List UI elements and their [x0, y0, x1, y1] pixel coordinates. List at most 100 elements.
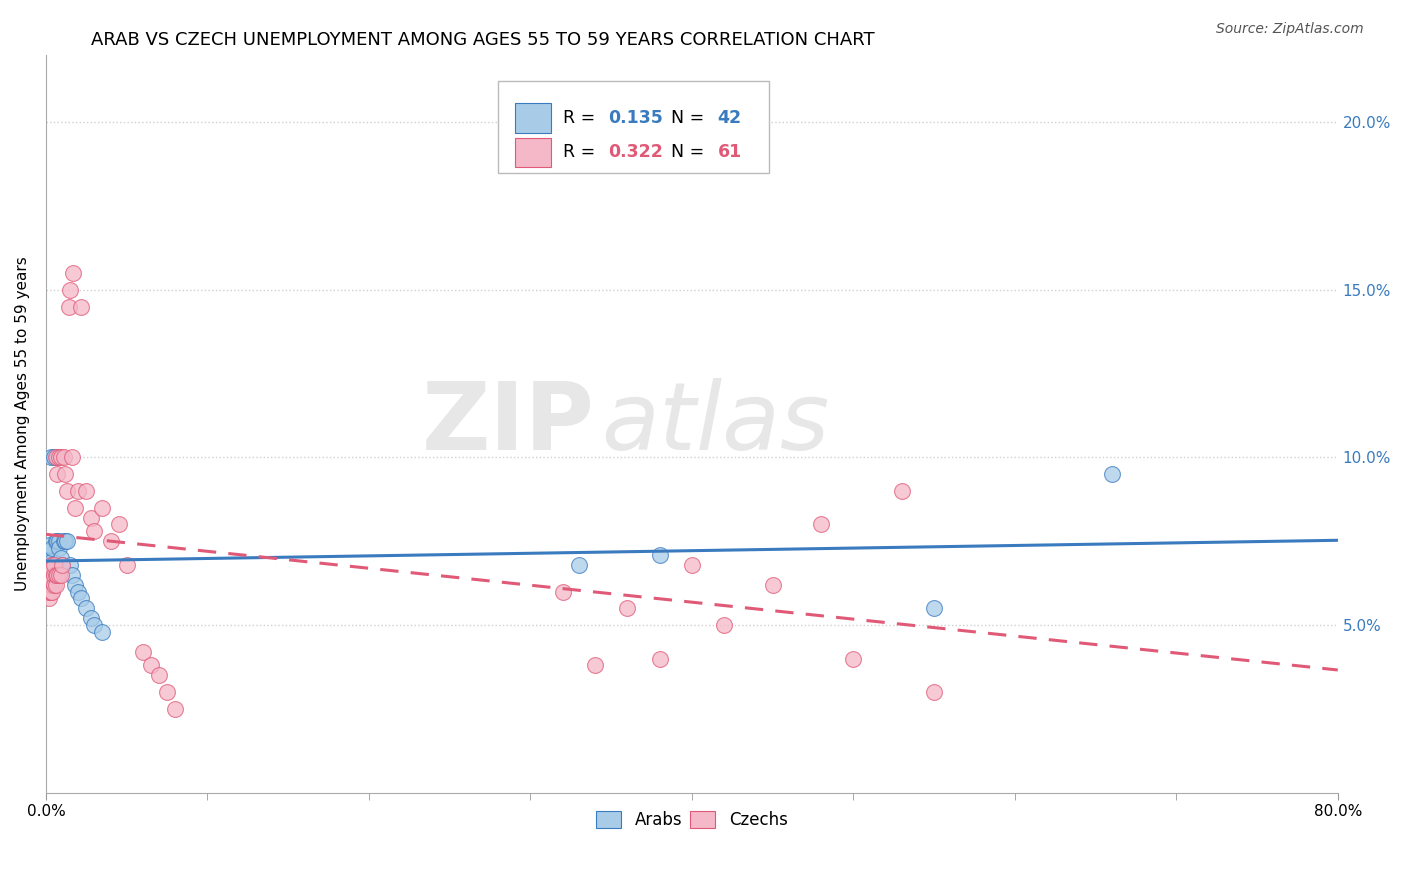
Point: [52, 450, 75, 465]
Point: [67, 584, 90, 599]
Point: [49, 450, 72, 465]
Point: [53, 467, 76, 482]
Point: [38, 578, 60, 592]
Point: [41, 541, 63, 555]
Point: [45, 450, 67, 465]
Point: [45, 534, 67, 549]
Point: [810, 517, 832, 532]
Point: [49, 567, 72, 582]
Point: [37, 544, 59, 558]
Point: [41, 561, 63, 575]
Point: [616, 601, 638, 615]
Point: [42, 558, 65, 572]
Point: [115, 558, 138, 572]
Point: [41, 574, 63, 589]
Point: [75, 601, 97, 615]
Point: [922, 685, 945, 699]
Point: [41, 567, 63, 582]
Point: [91, 500, 114, 515]
Point: [568, 558, 591, 572]
Point: [46, 450, 69, 465]
Point: [56, 483, 79, 498]
Point: [1101, 467, 1123, 482]
Point: [156, 685, 179, 699]
Point: [37, 567, 59, 582]
Point: [37, 558, 59, 572]
Point: [42, 567, 65, 582]
FancyBboxPatch shape: [515, 103, 551, 133]
Text: R =: R =: [562, 109, 600, 127]
Point: [60, 567, 83, 582]
Text: ZIP: ZIP: [422, 378, 595, 470]
Point: [165, 702, 187, 716]
Text: N =: N =: [659, 109, 709, 127]
Point: [62, 266, 84, 280]
Point: [37, 574, 59, 589]
Point: [45, 578, 67, 592]
Text: 0.322: 0.322: [607, 144, 662, 161]
Point: [91, 624, 114, 639]
Point: [51, 558, 73, 572]
Point: [551, 584, 574, 599]
Point: [41, 584, 63, 599]
Point: [39, 558, 62, 572]
Point: [80, 510, 103, 524]
Point: [38, 591, 60, 606]
Point: [67, 483, 90, 498]
Point: [48, 567, 70, 582]
Point: [48, 541, 70, 555]
Point: [63, 500, 86, 515]
Point: [38, 578, 60, 592]
Point: [45, 567, 67, 582]
Text: 42: 42: [717, 109, 742, 127]
Point: [39, 584, 62, 599]
Point: [46, 534, 69, 549]
Point: [75, 483, 97, 498]
Point: [648, 548, 671, 562]
Point: [41, 554, 63, 568]
Point: [38, 567, 60, 582]
Point: [49, 551, 72, 566]
Point: [39, 574, 62, 589]
Point: [63, 578, 86, 592]
Point: [70, 300, 93, 314]
Point: [42, 450, 65, 465]
Point: [42, 578, 65, 592]
Point: [762, 578, 785, 592]
Point: [80, 611, 103, 625]
Point: [51, 558, 73, 572]
Point: [83, 524, 105, 538]
Y-axis label: Unemployment Among Ages 55 to 59 years: Unemployment Among Ages 55 to 59 years: [15, 257, 30, 591]
Point: [38, 584, 60, 599]
Point: [39, 450, 62, 465]
Text: R =: R =: [562, 144, 600, 161]
Text: N =: N =: [659, 144, 709, 161]
Point: [48, 450, 70, 465]
Point: [139, 658, 162, 673]
Point: [681, 558, 703, 572]
Point: [37, 565, 59, 579]
Point: [46, 467, 69, 482]
Point: [52, 534, 75, 549]
Point: [107, 517, 129, 532]
Point: [38, 538, 60, 552]
Point: [83, 618, 105, 632]
Point: [59, 558, 82, 572]
Point: [38, 561, 60, 575]
Point: [148, 668, 170, 682]
Text: Source: ZipAtlas.com: Source: ZipAtlas.com: [1216, 22, 1364, 37]
FancyBboxPatch shape: [498, 81, 769, 173]
Point: [58, 300, 80, 314]
Point: [842, 651, 865, 665]
Point: [38, 548, 60, 562]
Point: [38, 567, 60, 582]
Point: [39, 558, 62, 572]
Point: [59, 283, 82, 297]
Point: [53, 534, 76, 549]
Point: [37, 551, 59, 566]
Point: [37, 584, 59, 599]
Point: [100, 534, 122, 549]
Point: [56, 534, 79, 549]
Point: [39, 567, 62, 582]
Legend: Arabs, Czechs: Arabs, Czechs: [589, 805, 794, 836]
